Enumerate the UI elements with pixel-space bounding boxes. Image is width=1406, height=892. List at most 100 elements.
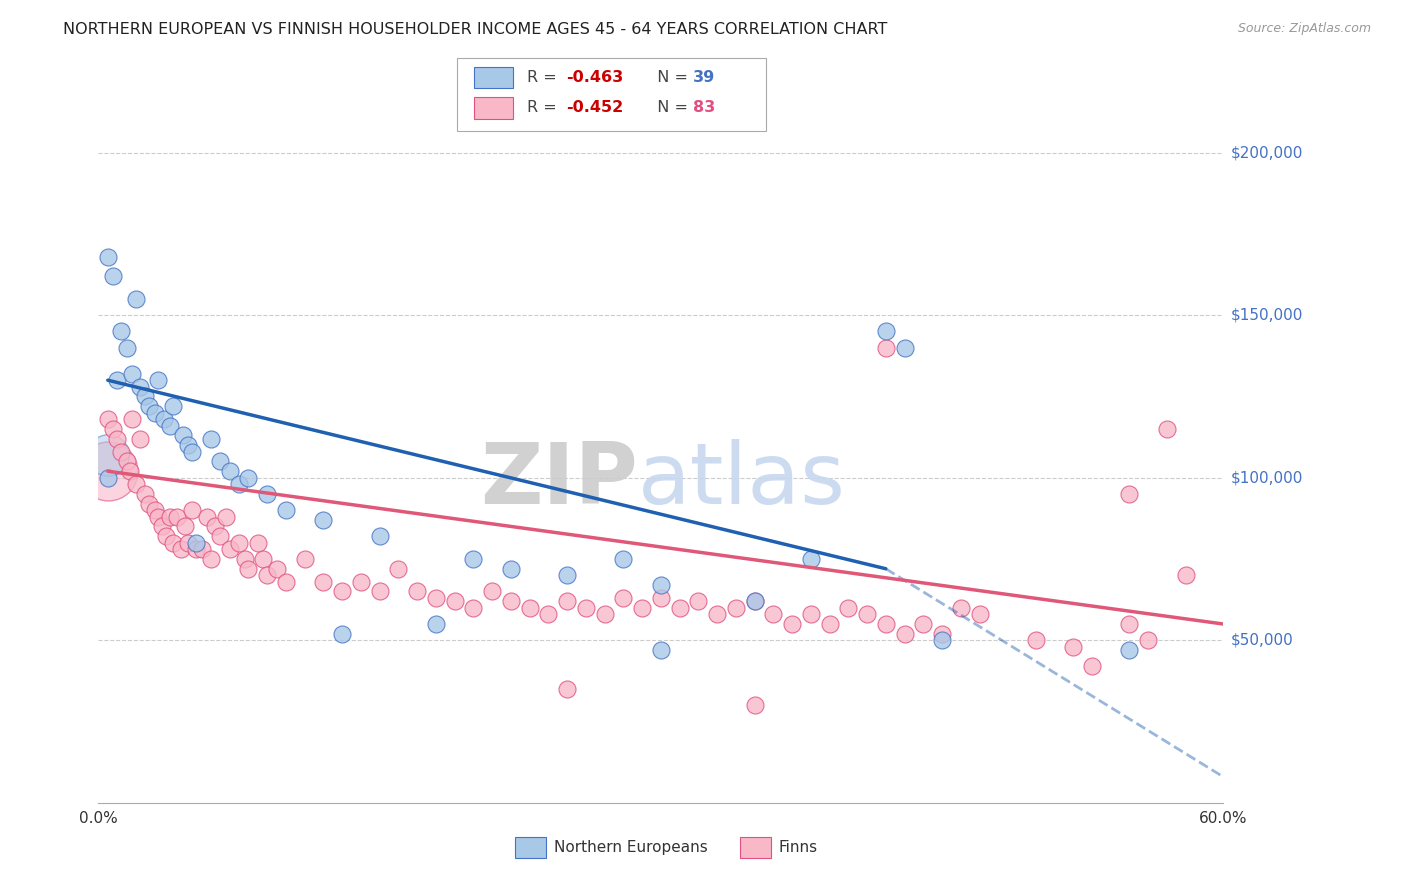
Point (330, 626, 353, 640)
Point (463, 552, 485, 566)
Point (312, 513, 335, 527)
Point (612, 591, 634, 605)
Point (128, 380, 150, 394)
FancyBboxPatch shape (515, 838, 546, 858)
Point (120, 464, 142, 478)
Text: atlas: atlas (638, 440, 846, 523)
Point (744, 594, 766, 608)
Point (425, 617, 447, 632)
Point (274, 503, 297, 517)
Point (218, 542, 240, 557)
Text: Northern Europeans: Northern Europeans (554, 840, 707, 855)
Point (1081, 659, 1104, 673)
Point (912, 617, 935, 632)
Point (200, 552, 222, 566)
Point (181, 503, 204, 517)
Text: $200,000: $200,000 (1230, 145, 1303, 161)
Point (800, 552, 823, 566)
Point (499, 594, 522, 608)
Point (555, 568, 578, 582)
Point (170, 542, 193, 557)
Text: N =: N = (647, 101, 693, 115)
Point (555, 681, 578, 696)
Point (1118, 643, 1140, 657)
Point (103, 269, 125, 284)
Point (443, 594, 465, 608)
Point (387, 562, 409, 576)
Point (138, 497, 160, 511)
Point (121, 367, 143, 381)
Text: 39: 39 (693, 70, 716, 85)
Point (153, 412, 176, 426)
Point (150, 519, 173, 533)
Point (837, 600, 859, 615)
Point (105, 373, 128, 387)
Point (233, 552, 256, 566)
Point (724, 600, 747, 615)
Point (209, 529, 232, 543)
Point (931, 626, 953, 640)
Point (256, 568, 278, 582)
Point (266, 562, 288, 576)
Text: 83: 83 (693, 101, 716, 115)
Point (218, 464, 240, 478)
Point (103, 422, 125, 436)
Point (162, 399, 184, 413)
Point (115, 454, 138, 468)
Point (650, 643, 672, 657)
Point (162, 535, 184, 549)
Point (893, 626, 915, 640)
Point (190, 542, 212, 557)
Point (1156, 422, 1178, 436)
Point (931, 633, 953, 648)
Point (800, 607, 823, 622)
Point (110, 325, 132, 339)
Point (875, 325, 897, 339)
Point (969, 607, 991, 622)
Point (368, 584, 391, 599)
Point (519, 600, 541, 615)
Point (166, 509, 188, 524)
Point (1062, 640, 1084, 654)
Point (238, 562, 260, 576)
Point (110, 444, 132, 458)
Text: Finns: Finns (779, 840, 818, 855)
Point (121, 412, 143, 426)
Point (97, 464, 120, 478)
Point (593, 607, 616, 622)
Point (762, 607, 785, 622)
Point (856, 607, 879, 622)
Text: -0.452: -0.452 (567, 101, 624, 115)
Point (368, 529, 391, 543)
Point (744, 594, 766, 608)
Point (128, 432, 150, 446)
Point (256, 487, 278, 501)
Point (650, 578, 672, 592)
Point (97, 250, 120, 264)
Point (688, 594, 710, 608)
Point (172, 428, 194, 442)
Point (1174, 568, 1197, 582)
Point (195, 509, 218, 524)
Point (1025, 633, 1047, 648)
Point (148, 373, 170, 387)
Point (650, 591, 672, 605)
Text: Source: ZipAtlas.com: Source: ZipAtlas.com (1237, 22, 1371, 36)
Point (1118, 617, 1140, 632)
Point (350, 574, 373, 589)
Point (668, 600, 690, 615)
Text: ZIP: ZIP (481, 440, 638, 523)
Point (893, 341, 915, 355)
Point (818, 617, 841, 632)
Point (312, 574, 335, 589)
Text: -0.463: -0.463 (567, 70, 624, 85)
Point (204, 519, 226, 533)
Text: N =: N = (647, 70, 693, 85)
Point (134, 389, 156, 403)
Point (184, 542, 207, 557)
Point (238, 471, 260, 485)
Point (97, 412, 120, 426)
FancyBboxPatch shape (740, 838, 770, 858)
Text: $50,000: $50,000 (1230, 632, 1294, 648)
Point (143, 503, 166, 517)
